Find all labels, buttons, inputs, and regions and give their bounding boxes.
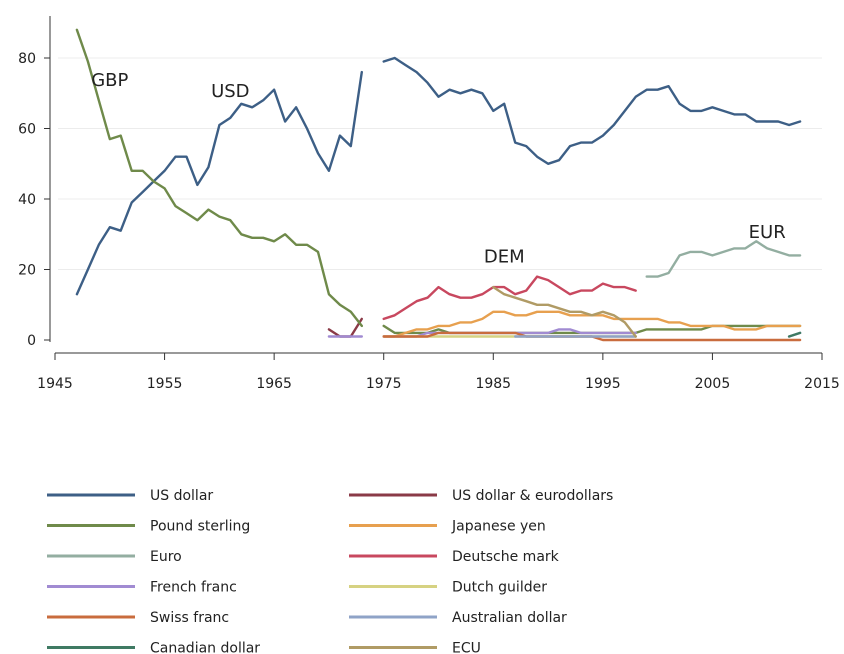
x-tick-label: 1975 <box>366 376 402 392</box>
legend-label: ECU <box>452 641 481 654</box>
series-line-euro <box>645 240 802 278</box>
axes: 0 20 40 60 80 1945 1955 1965 1975 1985 1995 2005 201… <box>18 16 840 392</box>
legend-label: Canadian dollar <box>150 641 260 654</box>
legend-label: Australian dollar <box>452 610 567 626</box>
legend-label: Japanese yen <box>451 519 546 535</box>
series-line-ecu <box>492 285 637 338</box>
grid <box>58 57 822 270</box>
x-tick-label: 1995 <box>585 376 621 392</box>
x-tick-label: 2015 <box>804 376 840 392</box>
series-line-pound-sterling <box>75 28 363 328</box>
annotation-dem: DEM <box>484 246 525 267</box>
legend-label: French franc <box>150 580 237 596</box>
x-tick-label: 1955 <box>147 376 183 392</box>
legend-label: Deutsche mark <box>452 549 560 565</box>
series-line-us-dollar <box>382 56 802 165</box>
annotation-gbp: GBP <box>91 70 128 91</box>
series-line-canadian-dollar <box>787 331 802 338</box>
annotations: GBP USD DEM EUR <box>91 70 786 267</box>
series-line-deutsche-mark <box>382 275 637 321</box>
series-line-us-dollar <box>75 70 363 296</box>
x-tick-label: 1965 <box>256 376 292 392</box>
y-tick-label: 40 <box>18 192 36 208</box>
x-tick-label: 1985 <box>475 376 511 392</box>
legend: US dollar US dollar & eurodollars Pound st… <box>47 488 613 654</box>
series-lines <box>75 28 802 342</box>
y-tick-label: 20 <box>18 263 36 279</box>
x-tick-label: 2005 <box>695 376 731 392</box>
y-tick-label: 60 <box>18 122 36 138</box>
legend-label: Dutch guilder <box>452 580 547 596</box>
series-line-us-dollar-eurodollars <box>327 317 363 338</box>
legend-label: Swiss franc <box>150 610 229 626</box>
y-tick-label: 80 <box>18 51 36 67</box>
legend-label: US dollar <box>150 488 213 504</box>
legend-label: Pound sterling <box>150 519 250 535</box>
legend-label: Euro <box>150 549 182 565</box>
legend-label: US dollar & eurodollars <box>452 488 613 504</box>
y-tick-label: 0 <box>27 333 36 349</box>
x-tick-label: 1945 <box>37 376 73 392</box>
annotation-eur: EUR <box>749 222 786 243</box>
annotation-usd: USD <box>211 81 249 102</box>
